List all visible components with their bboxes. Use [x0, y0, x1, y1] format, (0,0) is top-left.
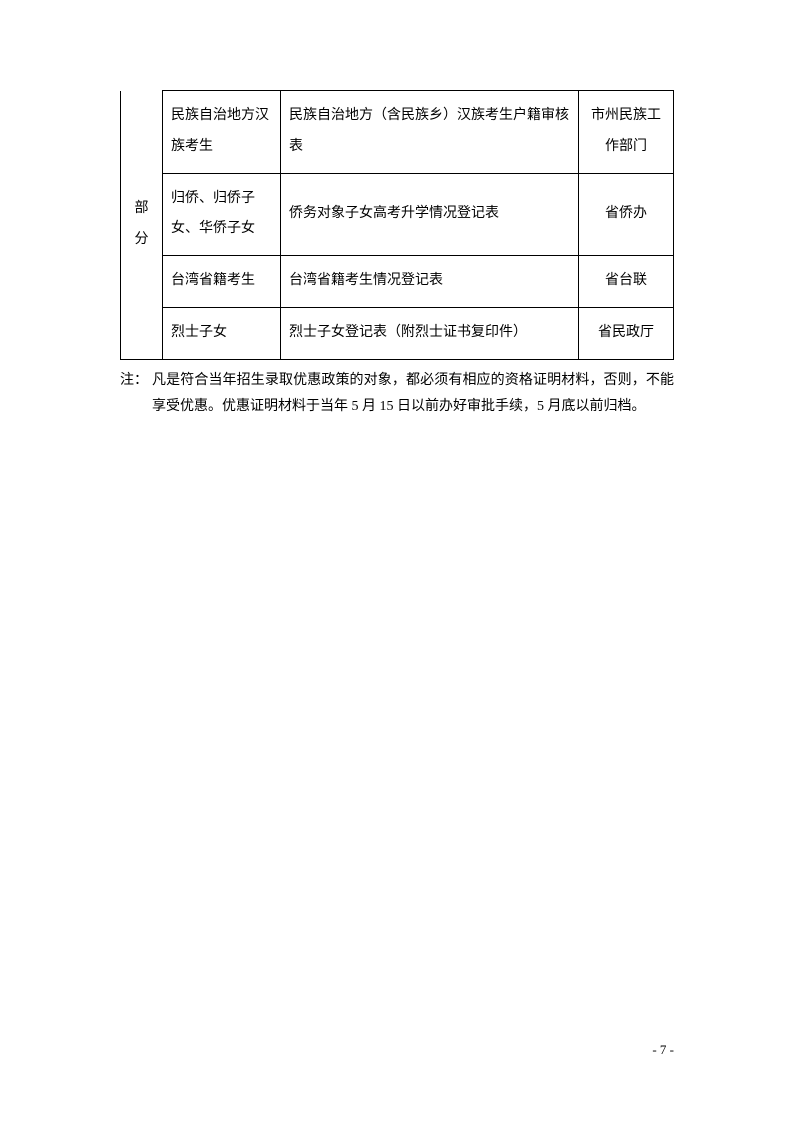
authority-cell: 省侨办 — [579, 173, 674, 256]
table-row: 烈士子女 烈士子女登记表（附烈士证书复印件） 省民政厅 — [121, 307, 674, 359]
policy-table: 部 分 民族自治地方汉族考生 民族自治地方（含民族乡）汉族考生户籍审核表 市州民… — [120, 90, 674, 360]
page-number: - 7 - — [652, 1042, 674, 1058]
note-content: 凡是符合当年招生录取优惠政策的对象，都必须有相应的资格证明材料，否则，不能享受优… — [152, 368, 674, 421]
note-label: 注： — [120, 368, 152, 421]
category-cell: 归侨、归侨子女、华侨子女 — [163, 173, 281, 256]
table-row: 归侨、归侨子女、华侨子女 侨务对象子女高考升学情况登记表 省侨办 — [121, 173, 674, 256]
authority-cell: 省民政厅 — [579, 307, 674, 359]
section-char2: 分 — [135, 225, 149, 256]
document-cell: 侨务对象子女高考升学情况登记表 — [281, 173, 579, 256]
category-cell: 民族自治地方汉族考生 — [163, 91, 281, 174]
category-cell: 台湾省籍考生 — [163, 256, 281, 308]
document-cell: 民族自治地方（含民族乡）汉族考生户籍审核表 — [281, 91, 579, 174]
table-row: 部 分 民族自治地方汉族考生 民族自治地方（含民族乡）汉族考生户籍审核表 市州民… — [121, 91, 674, 174]
section-label-cell: 部 分 — [121, 91, 163, 360]
note-section: 注： 凡是符合当年招生录取优惠政策的对象，都必须有相应的资格证明材料，否则，不能… — [120, 368, 674, 421]
document-cell: 台湾省籍考生情况登记表 — [281, 256, 579, 308]
authority-cell: 市州民族工作部门 — [579, 91, 674, 174]
category-cell: 烈士子女 — [163, 307, 281, 359]
table-row: 台湾省籍考生 台湾省籍考生情况登记表 省台联 — [121, 256, 674, 308]
document-cell: 烈士子女登记表（附烈士证书复印件） — [281, 307, 579, 359]
section-char1: 部 — [135, 194, 149, 225]
authority-cell: 省台联 — [579, 256, 674, 308]
page-content: 部 分 民族自治地方汉族考生 民族自治地方（含民族乡）汉族考生户籍审核表 市州民… — [0, 0, 794, 421]
